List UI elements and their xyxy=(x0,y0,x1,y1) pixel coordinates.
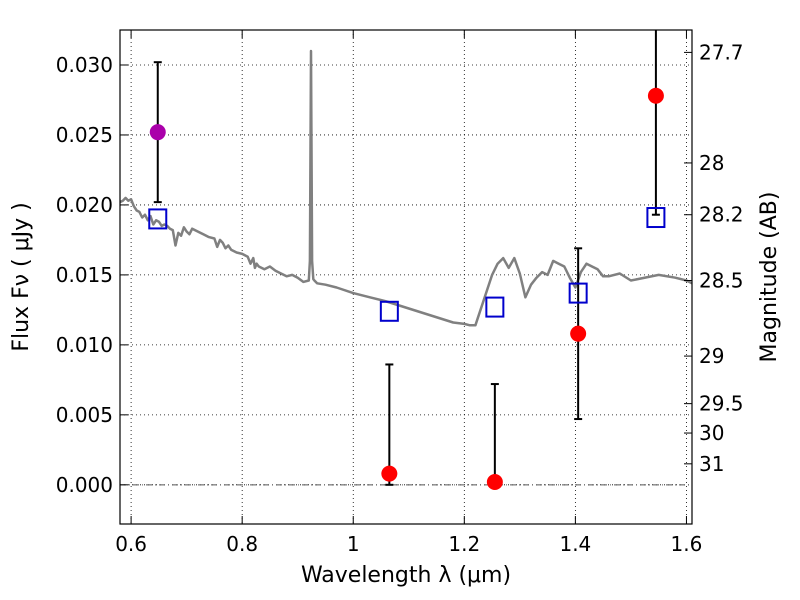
right-tick-label: 29 xyxy=(699,344,724,368)
y-tick-label: 0.000 xyxy=(56,473,113,497)
x-tick-label: 1.4 xyxy=(559,532,591,556)
data-point-circle xyxy=(486,474,503,491)
right-tick-label: 27.7 xyxy=(699,40,744,64)
y-tick-label: 0.030 xyxy=(56,53,113,77)
data-markers xyxy=(148,30,666,491)
plot-frame xyxy=(119,29,693,525)
x-tick-label: 1.6 xyxy=(671,532,703,556)
right-tick-label: 28.5 xyxy=(699,268,744,292)
grid-lines xyxy=(120,30,692,524)
y-tick-label: 0.025 xyxy=(56,123,113,147)
data-point-square xyxy=(646,207,666,229)
right-tick-label: 30 xyxy=(699,421,724,445)
right-tick-label: 28.2 xyxy=(699,203,744,227)
data-point-circle xyxy=(149,124,166,141)
data-point-circle xyxy=(647,87,664,104)
x-tick-label: 1 xyxy=(347,532,360,556)
right-tick-label: 31 xyxy=(699,452,724,476)
data-point-circle xyxy=(381,465,398,482)
data-point-square xyxy=(485,296,505,318)
plot-background xyxy=(120,30,692,524)
y-tick-label: 0.020 xyxy=(56,193,113,217)
x-tick-label: 0.8 xyxy=(226,532,258,556)
y-tick-label: 0.015 xyxy=(56,263,113,287)
data-point-square xyxy=(148,208,168,230)
y-axis-title: Flux Fν ( μJy ) xyxy=(9,202,34,351)
right-tick-label: 29.5 xyxy=(699,392,744,416)
axis-ticks: 0.6 0.8 1 1.2 1.4 1.6 0.000 0.005 0.010 0.015 0.02… xyxy=(56,30,744,556)
right-axis-title: Magnitude (AB) xyxy=(757,192,782,363)
x-tick-label: 0.6 xyxy=(115,532,147,556)
data-point-square xyxy=(379,300,399,322)
y-tick-label: 0.010 xyxy=(56,333,113,357)
data-point-circle xyxy=(570,325,587,342)
right-tick-label: 28 xyxy=(699,151,724,175)
x-tick-label: 1.2 xyxy=(448,532,480,556)
y-tick-label: 0.005 xyxy=(56,403,113,427)
x-axis-title: Wavelength λ (μm) xyxy=(301,563,511,588)
data-point-square xyxy=(568,282,588,304)
